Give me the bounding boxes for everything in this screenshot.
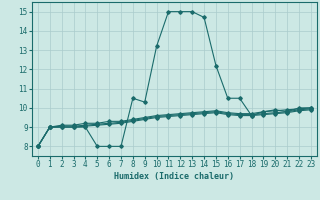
X-axis label: Humidex (Indice chaleur): Humidex (Indice chaleur) bbox=[115, 172, 234, 181]
